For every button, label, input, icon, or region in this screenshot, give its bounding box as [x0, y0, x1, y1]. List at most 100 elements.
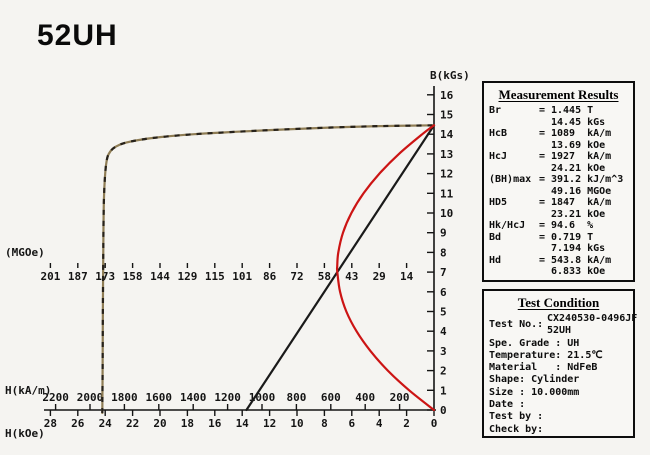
test-condition-row: Temperature: 21.5℃	[489, 349, 603, 361]
bh-scale-tick-label: 115	[205, 270, 225, 283]
h-kam-tick-label: 600	[321, 391, 341, 404]
b-axis-tick-label: 6	[440, 286, 447, 299]
measurement-label: HcB	[489, 128, 508, 139]
measurement-label: HD5	[489, 197, 508, 208]
test-no-value: CX240530-0496JF 52UH	[547, 313, 637, 338]
b-axis-title: B(kGs)	[430, 69, 470, 82]
h-kam-tick-label: 1000	[249, 391, 276, 404]
bh-scale-tick-label: 101	[232, 270, 252, 283]
h-koe-tick-label: 12	[263, 417, 276, 430]
bh-scale-tick-label: 29	[373, 270, 386, 283]
measurement-row: Hk/HcJ = 94.6 %	[484, 220, 633, 232]
bh-scale-tick-label: 187	[68, 270, 88, 283]
b-axis-tick-label: 12	[440, 168, 453, 181]
measurement-value: 1.445 T 14.45 kGs	[551, 105, 606, 128]
h-koe-tick-label: 20	[153, 417, 166, 430]
h-koe-tick-label: 14	[236, 417, 250, 430]
bh-scale-title: (MGOe)	[5, 246, 45, 259]
measurement-label: Hk/HcJ	[489, 220, 526, 231]
b-axis-tick-label: 14	[440, 128, 454, 141]
h-koe-axis-title: H(kOe)	[5, 427, 45, 440]
equals-sign: =	[539, 128, 546, 139]
b-axis-tick-label: 10	[440, 207, 453, 220]
test-no-line2: 52UH	[547, 325, 572, 337]
h-kam-tick-label: 200	[390, 391, 410, 404]
test-no-line1: CX240530-0496JF	[547, 313, 638, 324]
measurement-value: 1847 kA/m 23.21 kOe	[551, 197, 612, 220]
test-condition-row: Shape: Cylinder	[489, 374, 580, 386]
equals-sign: =	[539, 151, 546, 162]
test-condition-row: Spe. Grade : UH	[489, 337, 580, 349]
measurement-value: 1089 kA/m 13.69 kOe	[551, 128, 612, 151]
test-condition-rows: Spe. Grade : UH Temperature: 21.5℃ Materia…	[484, 338, 633, 436]
bh-scale-tick-label: 144	[150, 270, 170, 283]
b-axis-tick-label: 11	[440, 187, 454, 200]
equals-sign: =	[539, 254, 546, 266]
h-koe-tick-label: 4	[376, 417, 383, 430]
h-kam-tick-label: 2200	[42, 391, 69, 404]
h-koe-tick-label: 2	[403, 417, 410, 430]
b-axis-tick-label: 0	[440, 404, 447, 417]
h-kam-tick-label: 1600	[146, 391, 173, 404]
measurement-value: 1927 kA/m 24.21 kOe	[551, 151, 612, 174]
b-axis-tick-label: 4	[440, 325, 447, 338]
measurement-results-panel: Measurement Results Br = 1.445 T 14.45 kGs…	[482, 81, 635, 282]
measurement-row: HD5 = 1847 kA/m 23.21 kOe	[484, 197, 633, 220]
measurement-row: HcJ = 1927 kA/m 24.21 kOe	[484, 151, 633, 174]
b-axis-tick-label: 5	[440, 306, 447, 319]
test-no-row: Test No.: CX240530-0496JF 52UH	[484, 313, 637, 338]
test-no-label: Test No.:	[489, 319, 544, 331]
bh-scale-tick-label: 14	[400, 270, 414, 283]
test-condition-row: Date :	[489, 399, 526, 411]
h-koe-tick-label: 10	[290, 417, 303, 430]
b-axis-tick-label: 8	[440, 246, 447, 259]
measurement-row: Br = 1.445 T 14.45 kGs	[484, 105, 633, 128]
equals-sign: =	[539, 174, 546, 185]
b-axis-tick-label: 13	[440, 148, 453, 161]
b-axis-tick-label: 9	[440, 227, 447, 240]
energy-product-curve	[335, 124, 436, 412]
normal-BH-demagnetization-line	[245, 124, 436, 412]
measurement-row: (BH)max = 391.2 kJ/m^3 49.16 MGOe	[484, 174, 633, 197]
h-kam-axis-title: H(kA/m)	[5, 384, 51, 397]
b-axis-tick-label: 1	[440, 384, 447, 397]
h-koe-tick-label: 16	[208, 417, 222, 430]
h-koe-tick-label: 22	[126, 417, 139, 430]
h-koe-tick-label: 0	[431, 417, 438, 430]
test-condition-row: Size : 10.000mm	[489, 386, 580, 398]
test-condition-panel: Test Condition Test No.: CX240530-0496JF…	[482, 289, 637, 438]
bh-scale-tick-label: 58	[318, 270, 331, 283]
intrinsic-JH-curve-dash-overlay	[101, 124, 435, 413]
b-axis-tick-label: 2	[440, 365, 447, 378]
measurement-rows: Br = 1.445 T 14.45 kGs HcB = 1089 kA/m 13.69 …	[484, 105, 633, 278]
measurement-row: Hd = 543.8 kA/m 6.833 kOe	[484, 255, 633, 278]
h-kam-tick-label: 1800	[111, 391, 138, 404]
equals-sign: =	[539, 220, 546, 231]
h-kam-tick-label: 2000	[77, 391, 104, 404]
measurement-results-title: Measurement Results	[498, 87, 619, 102]
test-condition-row: Material : NdFeB	[489, 362, 598, 374]
h-koe-ticks: 28 26 24 22 20 18 16 14 12 10 8 6 4 2 0	[44, 410, 438, 430]
equals-sign: =	[539, 105, 546, 116]
bh-scale-tick-label: 129	[177, 270, 197, 283]
h-kam-tick-label: 1400	[180, 391, 207, 404]
bh-scale-ticks: 201 187 173 158 144 129 115 101 86 72 58 43 29 14	[40, 263, 414, 283]
measurement-value: 543.8 kA/m 6.833 kOe	[551, 254, 612, 278]
h-koe-tick-label: 8	[321, 417, 328, 430]
measurement-row: HcB = 1089 kA/m 13.69 kOe	[484, 128, 633, 151]
bh-scale-tick-label: 72	[290, 270, 303, 283]
b-axis-tick-label: 7	[440, 266, 447, 279]
bh-scale-tick-label: 86	[263, 270, 277, 283]
h-koe-tick-label: 6	[348, 417, 355, 430]
test-condition-row: Check by:	[489, 423, 544, 435]
bh-scale-tick-label: 173	[95, 270, 115, 283]
h-koe-tick-label: 26	[71, 417, 85, 430]
measurement-value: 391.2 kJ/m^3 49.16 MGOe	[551, 174, 624, 197]
equals-sign: =	[539, 231, 546, 243]
measurement-row: Bd = 0.719 T 7.194 kGs	[484, 232, 633, 255]
measurement-value: 94.6 %	[551, 220, 594, 231]
h-kam-ticks: 2200 2000 1800 1600 1400 1200 1000 800 600 400 200	[42, 391, 410, 410]
